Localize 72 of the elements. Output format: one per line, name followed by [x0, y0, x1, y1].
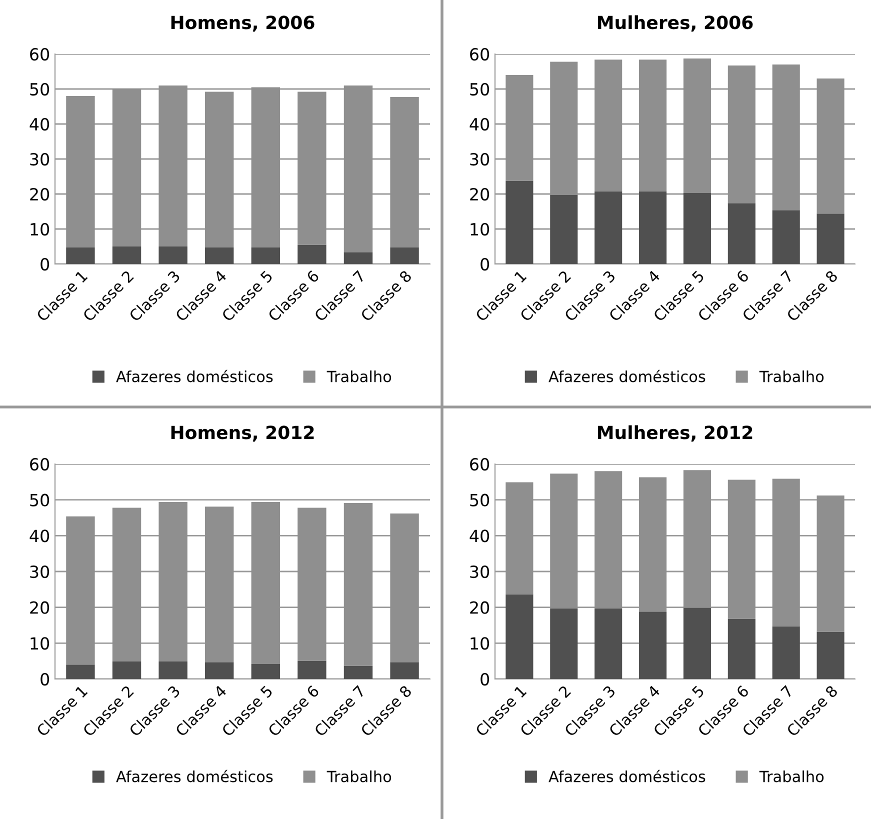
bar — [390, 248, 419, 264]
bar — [158, 246, 188, 264]
legend-label: Afazeres domésticos — [548, 370, 706, 382]
y-tick-label: 30 — [470, 565, 490, 578]
y-tick-label: 10 — [470, 637, 490, 650]
y-tick-label: 60 — [470, 458, 490, 471]
legend-label: Trabalho — [326, 370, 392, 382]
y-tick-label: 30 — [470, 152, 490, 166]
bar — [683, 608, 711, 679]
bar — [112, 661, 142, 679]
y-tick-label: 10 — [30, 637, 50, 650]
bar — [816, 214, 844, 264]
y-tick-label: 0 — [40, 258, 50, 271]
y-tick-label: 20 — [30, 601, 50, 614]
legend-label: Trabalho — [326, 770, 392, 782]
y-tick-label: 50 — [470, 82, 490, 96]
y-tick-label: 0 — [40, 672, 50, 686]
y-tick-label: 60 — [470, 48, 490, 61]
bar — [816, 632, 844, 679]
bar — [251, 664, 280, 679]
y-tick-label: 0 — [480, 258, 490, 271]
bar — [390, 662, 419, 679]
bar — [639, 191, 667, 264]
y-tick-label: 40 — [30, 530, 50, 542]
y-tick-label: 50 — [30, 494, 50, 506]
bar — [158, 661, 188, 679]
y-tick-label: 40 — [30, 118, 50, 131]
y-tick-label: 10 — [30, 222, 50, 236]
y-tick-label: 20 — [470, 188, 490, 201]
bar — [772, 210, 800, 264]
chart-title: Homens, 2012 — [171, 426, 314, 442]
y-tick-label: 40 — [470, 118, 490, 131]
legend-label: Trabalho — [759, 370, 824, 382]
y-tick-label: 30 — [30, 565, 50, 578]
bar — [66, 248, 95, 264]
y-tick-label: 60 — [30, 458, 50, 471]
chart-title: Mulheres, 2012 — [598, 425, 752, 442]
legend-label: Afazeres domésticos — [116, 770, 273, 782]
y-tick-label: 50 — [470, 494, 490, 506]
bar — [728, 203, 756, 264]
bar — [550, 194, 578, 264]
bar — [205, 248, 234, 264]
bar — [594, 191, 622, 264]
y-tick-label: 20 — [30, 188, 50, 201]
bar — [251, 248, 280, 264]
chart-title: Homens, 2006 — [171, 16, 314, 32]
y-tick-label: 50 — [30, 82, 50, 96]
y-tick-label: 30 — [30, 152, 50, 166]
bar — [772, 626, 800, 679]
bar — [298, 244, 326, 264]
y-tick-label: 0 — [480, 672, 490, 686]
bar — [66, 664, 95, 679]
bar — [344, 666, 373, 679]
bar — [594, 608, 622, 679]
y-tick-label: 60 — [30, 48, 50, 61]
bar — [683, 192, 711, 264]
legend-label: Afazeres domésticos — [548, 770, 706, 782]
chart-title: Mulheres, 2006 — [598, 15, 753, 32]
bar — [506, 180, 534, 264]
bar — [298, 660, 326, 679]
y-tick-label: 20 — [470, 601, 490, 614]
legend-label: Trabalho — [759, 770, 824, 782]
bar — [506, 594, 534, 679]
y-tick-label: 40 — [470, 530, 490, 542]
bar — [112, 246, 142, 264]
y-tick-label: 10 — [470, 222, 490, 236]
bar — [550, 608, 578, 679]
legend-label: Afazeres domésticos — [116, 370, 273, 382]
bar — [728, 618, 756, 679]
bar — [205, 662, 234, 679]
bar — [639, 612, 667, 679]
bar — [344, 252, 373, 264]
